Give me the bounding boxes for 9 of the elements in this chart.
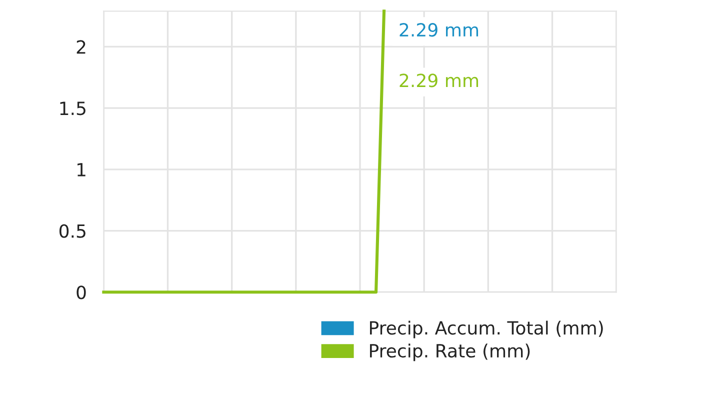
legend-label: Precip. Rate (mm) <box>370 344 530 362</box>
y-tick-label: 0 <box>76 286 86 300</box>
annotation: 2.29 mm <box>400 23 478 37</box>
y-tick-label: 2 <box>76 40 86 54</box>
annotation: 2.29 mm <box>400 74 478 88</box>
y-tick-label: 1.5 <box>60 102 86 116</box>
y-tick-label: 1 <box>78 163 86 176</box>
y-tick-label: 0.5 <box>59 224 86 238</box>
legend-label: Precip. Accum. Total (mm) <box>370 320 603 338</box>
